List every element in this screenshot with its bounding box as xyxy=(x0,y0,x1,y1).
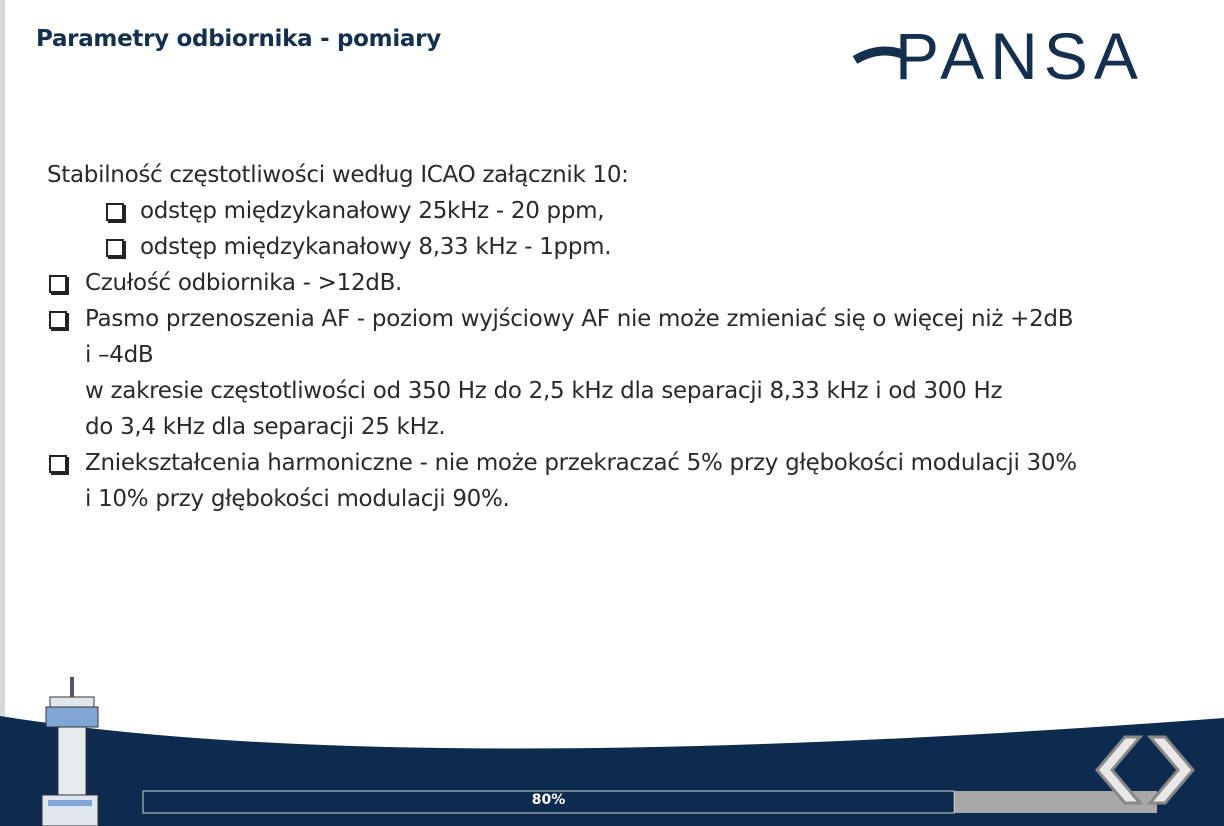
item-text: Czułość odbiornika - >12dB. xyxy=(85,270,403,296)
sub-item-text: odstęp międzykanałowy 25kHz - 20 ppm, xyxy=(140,198,605,224)
item-text: w zakresie częstotliwości od 350 Hz do 2… xyxy=(85,378,1003,404)
logo: PANSA xyxy=(895,19,1144,93)
progress-label: 80% xyxy=(531,792,566,808)
item-text: Zniekształcenia harmoniczne - nie może p… xyxy=(85,450,1077,476)
checkbox-bullet xyxy=(106,239,124,257)
item-text: do 3,4 kHz dla separacji 25 kHz. xyxy=(85,414,446,440)
logo-swoosh xyxy=(852,46,907,64)
checkbox-bullet xyxy=(49,455,67,473)
tower-icon xyxy=(41,677,99,826)
item-text: Pasmo przenoszenia AF - poziom wyjściowy… xyxy=(85,306,1074,332)
edge xyxy=(0,0,5,826)
prev-button[interactable] xyxy=(1095,735,1144,805)
next-button[interactable] xyxy=(1146,735,1195,805)
progress-fill xyxy=(142,790,955,814)
checkbox-bullet xyxy=(49,311,67,329)
intro-text: Stabilność częstotliwości według ICAO za… xyxy=(47,162,629,188)
item-text: i –4dB xyxy=(85,342,154,368)
sub-item-text: odstęp międzykanałowy 8,33 kHz - 1ppm. xyxy=(140,234,612,260)
item-text: i 10% przy głębokości modulacji 90%. xyxy=(85,486,510,512)
slide-title: Parametry odbiornika - pomiary xyxy=(36,26,441,52)
checkbox-bullet xyxy=(49,275,67,293)
checkbox-bullet xyxy=(106,203,124,221)
